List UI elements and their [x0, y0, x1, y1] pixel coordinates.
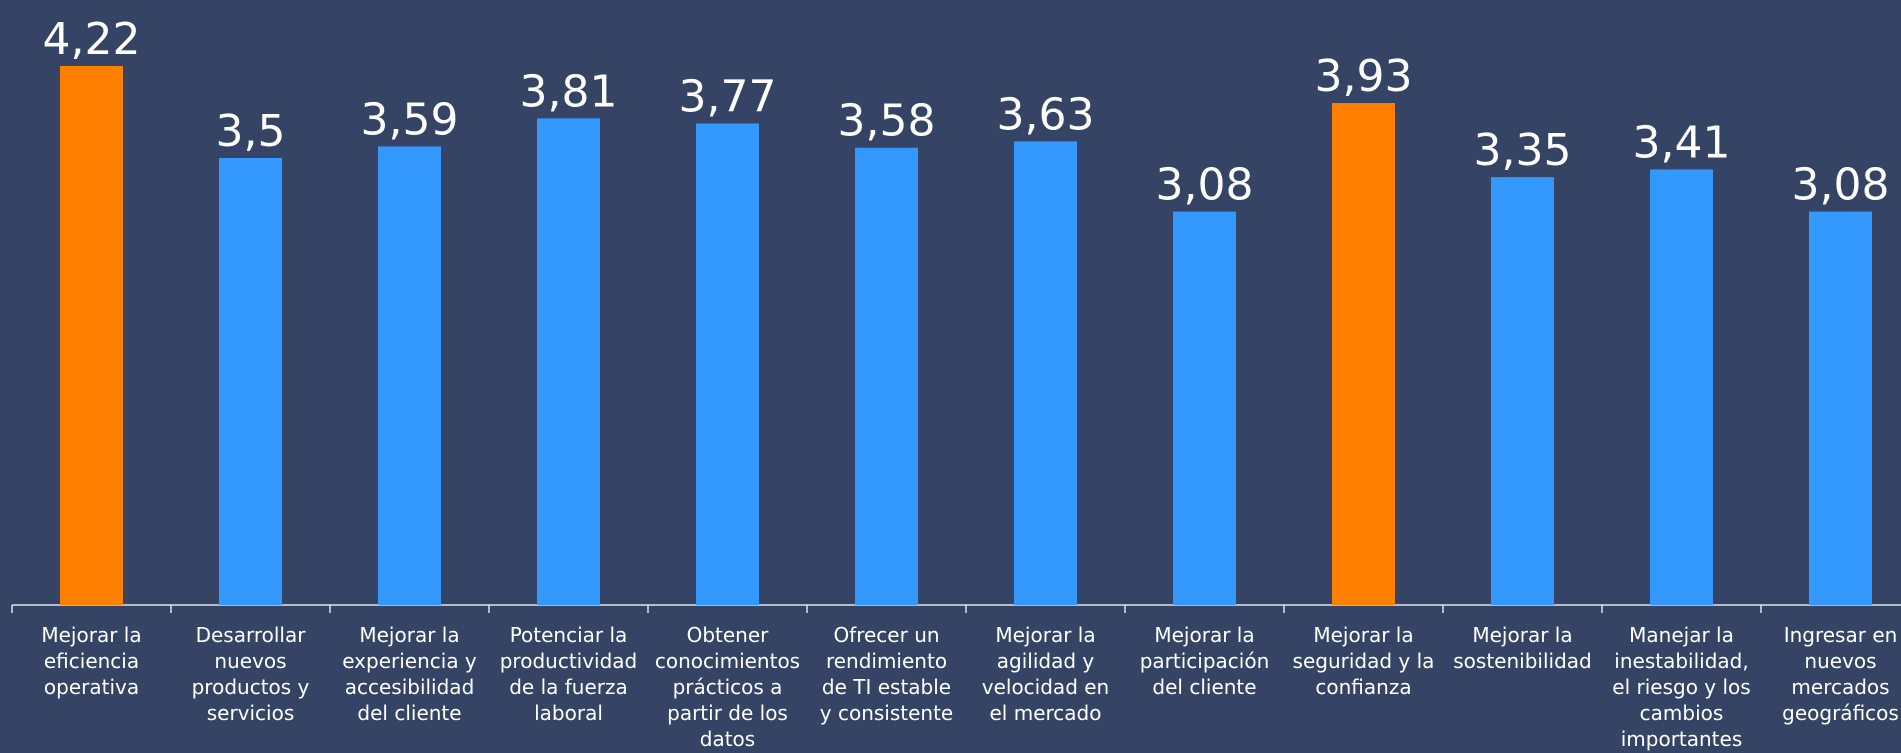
x-tick-label: Obtener conocimientos prácticos a partir…: [649, 622, 807, 752]
data-label: 3,35: [1474, 125, 1572, 176]
bar: [219, 158, 282, 605]
bar: [1491, 177, 1554, 605]
bar: [1332, 103, 1395, 605]
bar: [378, 146, 441, 605]
x-tick-label: Manejar la inestabilidad, el riesgo y lo…: [1603, 622, 1761, 752]
bar: [60, 66, 123, 605]
bar: [537, 118, 600, 605]
x-tick-label: Desarrollar nuevos productos y servicios: [172, 622, 330, 726]
data-label: 3,58: [838, 96, 936, 147]
data-label: 3,08: [1792, 160, 1890, 211]
data-label: 3,59: [361, 94, 459, 145]
data-label: 3,41: [1633, 117, 1731, 168]
x-tick-label: Ingresar en nuevos mercados geográficos: [1762, 622, 1901, 726]
data-label: 3,77: [679, 71, 777, 122]
x-tick-label: Ofrecer un rendimiento de TI estable y c…: [808, 622, 966, 726]
x-tick-label: Mejorar la sostenibilidad: [1444, 622, 1602, 674]
x-tick-label: Mejorar la seguridad y la confianza: [1285, 622, 1443, 700]
x-tick-label: Potenciar la productividad de la fuerza …: [490, 622, 648, 726]
data-label: 3,63: [997, 89, 1095, 140]
bar: [1809, 212, 1872, 605]
x-tick-label: Mejorar la experiencia y accesibilidad d…: [331, 622, 489, 726]
data-label: 4,22: [43, 14, 141, 65]
x-tick-label: Mejorar la participación del cliente: [1126, 622, 1284, 700]
data-label: 3,5: [216, 106, 286, 157]
data-label: 3,93: [1315, 51, 1413, 102]
x-tick-label: Mejorar la agilidad y velocidad en el me…: [967, 622, 1125, 726]
bar: [1650, 169, 1713, 605]
bar: [696, 123, 759, 605]
data-label: 3,08: [1156, 160, 1254, 211]
x-tick-label: Mejorar la eficiencia operativa: [13, 622, 171, 700]
bar: [855, 148, 918, 605]
bar: [1173, 212, 1236, 605]
data-label: 3,81: [520, 66, 618, 117]
bar: [1014, 141, 1077, 605]
